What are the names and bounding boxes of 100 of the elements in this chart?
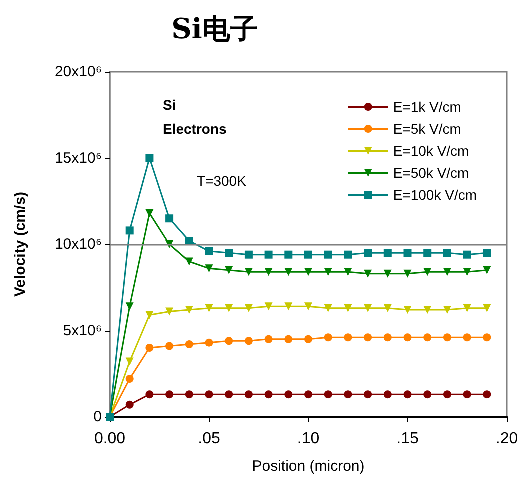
point bbox=[304, 268, 312, 276]
point bbox=[483, 249, 492, 258]
point bbox=[324, 390, 332, 399]
point bbox=[344, 304, 352, 312]
point bbox=[424, 390, 432, 399]
point bbox=[126, 226, 134, 235]
chart-title: Si电子 bbox=[172, 12, 258, 46]
point bbox=[424, 334, 432, 342]
point bbox=[284, 250, 293, 259]
point bbox=[364, 249, 372, 258]
point bbox=[225, 249, 234, 258]
point bbox=[304, 250, 312, 259]
x-tick-label: .10 bbox=[297, 430, 320, 448]
point bbox=[404, 306, 412, 314]
legend-label: E=10k V/cm bbox=[393, 143, 470, 159]
point bbox=[205, 338, 214, 347]
point bbox=[205, 390, 214, 399]
point bbox=[443, 334, 452, 342]
point bbox=[264, 250, 273, 259]
x-tick-label: .15 bbox=[396, 430, 419, 448]
point bbox=[463, 268, 472, 276]
point bbox=[185, 340, 194, 349]
point bbox=[344, 250, 352, 259]
point bbox=[166, 214, 174, 223]
point bbox=[126, 400, 134, 409]
legend-label: E=50k V/cm bbox=[393, 165, 470, 181]
point bbox=[146, 390, 154, 399]
y-tick-label: 20x10⁶ bbox=[54, 64, 102, 80]
point bbox=[404, 249, 412, 258]
point bbox=[463, 304, 472, 312]
point bbox=[225, 266, 234, 274]
point bbox=[146, 154, 154, 162]
point bbox=[344, 390, 352, 399]
point bbox=[166, 342, 174, 350]
point bbox=[185, 237, 194, 246]
point bbox=[483, 334, 492, 342]
point bbox=[424, 306, 432, 314]
point bbox=[205, 304, 214, 312]
point bbox=[225, 304, 234, 312]
annotation: T=300K bbox=[197, 173, 248, 189]
y-tick-label: 10x10⁶ bbox=[54, 236, 102, 253]
point bbox=[185, 306, 194, 314]
point bbox=[146, 344, 154, 352]
point bbox=[324, 334, 332, 342]
point bbox=[384, 270, 392, 278]
legend-label: E=100k V/cm bbox=[393, 187, 478, 203]
point bbox=[404, 390, 412, 399]
point bbox=[284, 302, 293, 311]
point bbox=[304, 335, 312, 344]
point bbox=[384, 334, 392, 342]
point bbox=[244, 390, 253, 399]
point bbox=[483, 266, 492, 274]
point bbox=[384, 304, 392, 312]
point bbox=[463, 390, 472, 399]
point bbox=[284, 268, 293, 276]
point bbox=[126, 375, 134, 384]
point bbox=[344, 268, 352, 276]
point bbox=[166, 308, 174, 316]
point bbox=[463, 250, 472, 259]
x-tick-label: 0.00 bbox=[94, 430, 126, 448]
point bbox=[463, 334, 472, 342]
point bbox=[344, 334, 352, 342]
point bbox=[443, 268, 452, 276]
point bbox=[424, 249, 432, 258]
point bbox=[364, 390, 372, 399]
point bbox=[126, 358, 134, 366]
point bbox=[284, 335, 293, 344]
point bbox=[244, 337, 253, 346]
point bbox=[205, 247, 214, 256]
point bbox=[284, 390, 293, 399]
point bbox=[264, 268, 273, 276]
point bbox=[443, 249, 452, 258]
point bbox=[324, 250, 332, 259]
point bbox=[304, 390, 312, 399]
point bbox=[304, 302, 312, 311]
y-tick-label: 15x10⁶ bbox=[54, 150, 102, 167]
x-tick-label: .20 bbox=[496, 430, 518, 448]
point bbox=[146, 311, 154, 320]
annotation: Si bbox=[163, 97, 176, 113]
point bbox=[264, 390, 273, 399]
point bbox=[244, 304, 253, 312]
x-axis-title: Position (micron) bbox=[252, 458, 365, 475]
point bbox=[225, 337, 234, 346]
point bbox=[225, 390, 234, 399]
legend-label: E=1k V/cm bbox=[393, 99, 462, 115]
legend-label: E=5k V/cm bbox=[393, 121, 462, 137]
point bbox=[126, 302, 134, 311]
point bbox=[443, 306, 452, 314]
point bbox=[264, 335, 273, 344]
point bbox=[205, 264, 214, 273]
annotation: Electrons bbox=[163, 121, 228, 137]
y-axis-title: Velocity (cm/s) bbox=[12, 192, 29, 298]
point bbox=[443, 390, 452, 399]
point bbox=[404, 334, 412, 342]
point bbox=[404, 270, 412, 278]
y-tick-label: 5x10⁶ bbox=[63, 322, 102, 340]
point bbox=[244, 250, 253, 259]
point bbox=[424, 268, 432, 276]
point bbox=[185, 390, 194, 399]
point bbox=[384, 390, 392, 399]
